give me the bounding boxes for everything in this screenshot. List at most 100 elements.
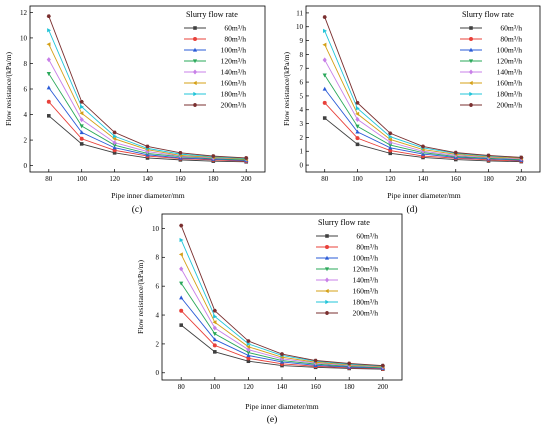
data-point <box>179 323 183 327</box>
x-tick-label: 100 <box>76 175 87 183</box>
y-tick-label: 10 <box>20 34 28 42</box>
x-tick-label: 180 <box>344 383 355 391</box>
data-point <box>112 130 117 135</box>
legend-entry: 120m³/h <box>497 57 523 66</box>
data-point <box>179 266 184 272</box>
y-tick-label: 9 <box>300 37 304 45</box>
series-6 <box>323 28 524 160</box>
legend-marker <box>324 267 330 272</box>
y-tick-label: 6 <box>300 78 304 86</box>
legend-entry: 160m³/h <box>221 79 247 88</box>
series-line <box>48 44 247 160</box>
data-point <box>388 139 393 145</box>
legend-marker <box>193 91 198 97</box>
data-point <box>355 142 360 147</box>
y-axis-label: Flow resistance/(kPa/m) <box>4 52 13 126</box>
legend-entry: 60m³/h <box>356 232 378 241</box>
data-point <box>212 308 217 313</box>
data-point <box>387 137 392 142</box>
data-point <box>453 150 458 155</box>
data-point <box>486 153 491 158</box>
y-tick-label: 8 <box>156 254 160 262</box>
legend-marker <box>468 103 474 107</box>
legend-entry: 80m³/h <box>356 243 378 252</box>
data-point <box>112 143 117 148</box>
legend-entry: 120m³/h <box>221 57 247 66</box>
x-tick-label: 80 <box>178 383 186 391</box>
data-point <box>79 136 84 141</box>
y-tick-label: 0 <box>24 162 28 170</box>
legend-entry: 100m³/h <box>221 46 247 55</box>
data-point <box>145 149 150 155</box>
legend-entry: 120m³/h <box>353 265 379 274</box>
data-point <box>212 343 217 348</box>
legend-entry: 100m³/h <box>353 254 379 263</box>
legend-entry: 180m³/h <box>221 90 247 99</box>
data-point <box>112 140 117 146</box>
y-tick-label: 4 <box>156 311 160 319</box>
data-point <box>178 151 183 155</box>
data-point <box>323 28 328 33</box>
x-tick-label: 80 <box>45 175 53 183</box>
data-point <box>355 116 360 122</box>
data-point <box>355 136 360 141</box>
data-point <box>246 353 251 358</box>
legend-marker <box>324 311 330 315</box>
series-5 <box>46 42 248 162</box>
legend-entry: 200m³/h <box>221 101 247 110</box>
legend-entry: 80m³/h <box>224 35 246 44</box>
x-tick-label: 160 <box>310 383 321 391</box>
series-line <box>324 59 522 160</box>
y-tick-label: 8 <box>24 60 28 68</box>
data-point <box>80 104 85 109</box>
y-tick-label: 0 <box>156 369 160 377</box>
x-tick-label: 160 <box>175 175 186 183</box>
data-point <box>179 237 184 243</box>
panel-label: (e) <box>267 414 278 425</box>
data-point <box>212 320 217 325</box>
data-point <box>313 358 318 363</box>
legend-entry: 140m³/h <box>497 68 523 77</box>
y-tick-label: 2 <box>24 136 28 144</box>
series-line <box>324 16 522 158</box>
chart-panel-1: 80 100 120 140 160 180 200 0 1 2 3 4 5 6 7 8 9 10 11 Flow r… <box>282 5 541 215</box>
data-point <box>388 131 393 136</box>
y-tick-label: 11 <box>296 9 303 17</box>
x-tick-label: 200 <box>378 383 389 391</box>
data-point <box>79 111 84 116</box>
legend-entry: 160m³/h <box>497 79 523 88</box>
x-tick-label: 180 <box>483 175 494 183</box>
data-point <box>380 363 385 368</box>
data-point <box>179 281 184 286</box>
legend-marker <box>324 255 330 260</box>
legend-marker <box>325 234 329 238</box>
y-tick-label: 0 <box>300 161 304 169</box>
data-point <box>347 361 352 366</box>
x-tick-label: 120 <box>243 383 254 391</box>
y-tick-label: 10 <box>296 23 304 31</box>
data-point <box>46 42 51 47</box>
legend-entry: 60m³/h <box>224 24 246 33</box>
legend: Slurry flow rate 60m³/h 80m³/h 100m³/h 120m³… <box>184 10 246 110</box>
data-point <box>388 143 393 148</box>
series-6 <box>47 28 249 161</box>
data-point <box>322 86 327 91</box>
y-tick-label: 3 <box>300 120 304 128</box>
series-5 <box>322 42 523 161</box>
legend-marker <box>468 80 473 86</box>
legend-marker <box>193 26 197 30</box>
y-tick-label: 7 <box>300 65 304 73</box>
data-point <box>355 129 360 134</box>
legend-title: Slurry flow rate <box>186 10 238 19</box>
y-axis-label: Flow resistance/(kPa/m) <box>282 52 291 126</box>
legend-title: Slurry flow rate <box>462 10 514 19</box>
data-point <box>246 339 251 343</box>
x-tick-label: 180 <box>208 175 219 183</box>
data-point <box>355 111 360 116</box>
data-point <box>246 356 251 361</box>
x-axis-label: Pipe inner diameter/mm <box>387 191 460 200</box>
data-point <box>46 14 51 19</box>
legend: Slurry flow rate 60m³/h 80m³/h 100m³/h 120m³… <box>316 218 378 318</box>
data-point <box>212 325 217 331</box>
y-tick-label: 6 <box>24 85 28 93</box>
